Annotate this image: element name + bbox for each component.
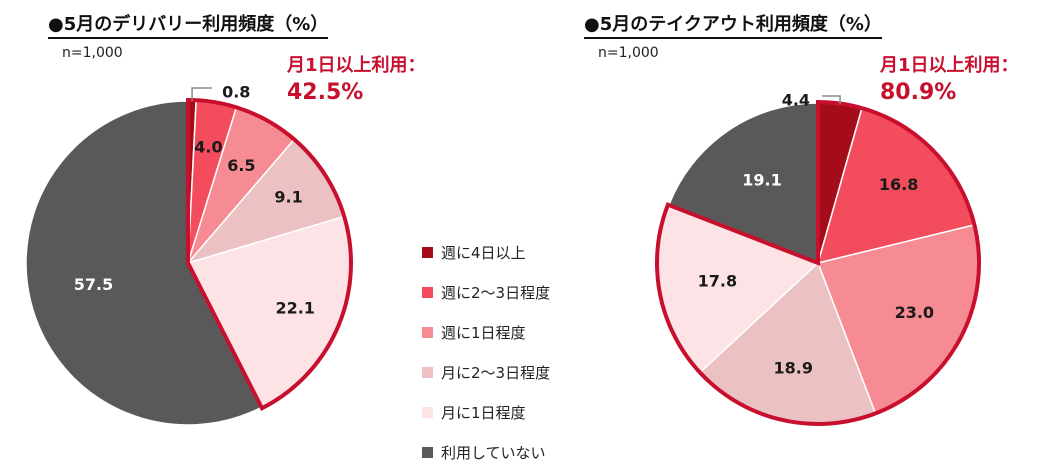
delivery-chart-title: ●5月のデリバリー利用頻度（%） [48, 14, 329, 39]
slice-value-label: 17.8 [698, 272, 737, 291]
slice-value-label: 9.1 [274, 187, 302, 206]
legend-label: 月に1日程度 [441, 403, 526, 422]
legend-item: 利用していない [422, 432, 550, 472]
slice-value-label: 18.9 [774, 358, 813, 377]
legend-label: 月に2〜3日程度 [441, 363, 551, 382]
delivery-sample-size: n=1,000 [62, 45, 123, 61]
highlight-outline [186, 97, 353, 411]
takeout-callout-label: 月1日以上利用： [880, 55, 1019, 76]
legend-label: 週に1日程度 [441, 323, 526, 342]
slice-value-label: 57.5 [74, 275, 113, 294]
legend-label: 週に2〜3日程度 [441, 283, 551, 302]
legend-swatch [422, 446, 433, 458]
slice-value-label: 6.5 [227, 156, 255, 175]
legend-item: 週に4日以上 [422, 232, 550, 272]
legend-item: 月に2〜3日程度 [422, 352, 550, 392]
legend-swatch [422, 366, 433, 378]
takeout-sample-size: n=1,000 [598, 45, 659, 61]
pie-slice [25, 100, 263, 426]
legend-label: 利用していない [441, 443, 546, 462]
legend: 週に4日以上 週に2〜3日程度 週に1日程度 月に2〜3日程度 月に1日程度 利… [422, 232, 550, 472]
legend-swatch [422, 286, 433, 298]
takeout-callout: 月1日以上利用： 80.9% [880, 54, 1019, 108]
slice-value-label: 4.4 [782, 91, 810, 110]
legend-item: 週に1日程度 [422, 312, 550, 352]
delivery-callout-label: 月1日以上利用： [287, 55, 426, 76]
delivery-callout: 月1日以上利用： 42.5% [287, 54, 426, 108]
slice-value-label: 0.8 [222, 83, 250, 102]
legend-swatch [422, 246, 433, 258]
leader-line [822, 95, 841, 105]
slice-value-label: 19.1 [742, 171, 781, 190]
pie-slice [667, 102, 819, 265]
slice-value-label: 22.1 [275, 298, 314, 317]
takeout-chart-title: ●5月のテイクアウト利用頻度（%） [584, 14, 882, 39]
takeout-callout-value: 80.9% [880, 80, 957, 105]
slice-value-label: 4.0 [194, 138, 222, 157]
legend-swatch [422, 326, 433, 338]
highlight-outline [655, 99, 981, 426]
delivery-callout-value: 42.5% [287, 80, 364, 105]
slice-value-label: 16.8 [879, 175, 918, 194]
legend-swatch [422, 406, 433, 418]
legend-label: 週に4日以上 [441, 243, 526, 262]
leader-line [191, 87, 213, 102]
legend-item: 月に1日程度 [422, 392, 550, 432]
slice-value-label: 23.0 [895, 303, 934, 322]
legend-item: 週に2〜3日程度 [422, 272, 550, 312]
